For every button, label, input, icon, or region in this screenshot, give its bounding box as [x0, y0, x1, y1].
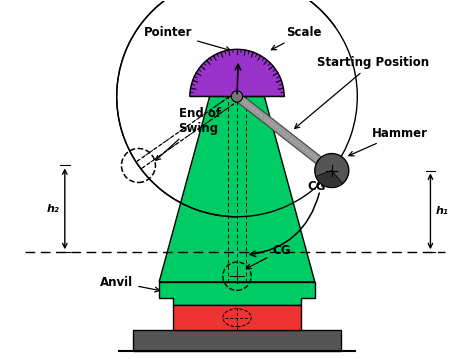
Text: Specimen: Specimen	[205, 332, 269, 346]
Circle shape	[231, 91, 243, 102]
Polygon shape	[159, 282, 315, 306]
Polygon shape	[159, 97, 315, 282]
Text: Pointer: Pointer	[144, 26, 231, 51]
Text: CG: CG	[246, 243, 291, 269]
Text: h₂: h₂	[46, 204, 59, 214]
Polygon shape	[133, 330, 341, 351]
Text: Starting Position: Starting Position	[295, 56, 429, 129]
Polygon shape	[234, 93, 335, 174]
Circle shape	[315, 154, 349, 187]
Text: End of
Swing: End of Swing	[155, 107, 221, 160]
Text: Hammer: Hammer	[349, 127, 428, 156]
Text: Anvil: Anvil	[100, 276, 160, 292]
Wedge shape	[316, 171, 343, 187]
Text: CG: CG	[307, 180, 326, 194]
Wedge shape	[190, 49, 284, 97]
Polygon shape	[173, 306, 301, 330]
Text: Scale: Scale	[272, 26, 322, 50]
Text: h₁: h₁	[436, 206, 449, 216]
